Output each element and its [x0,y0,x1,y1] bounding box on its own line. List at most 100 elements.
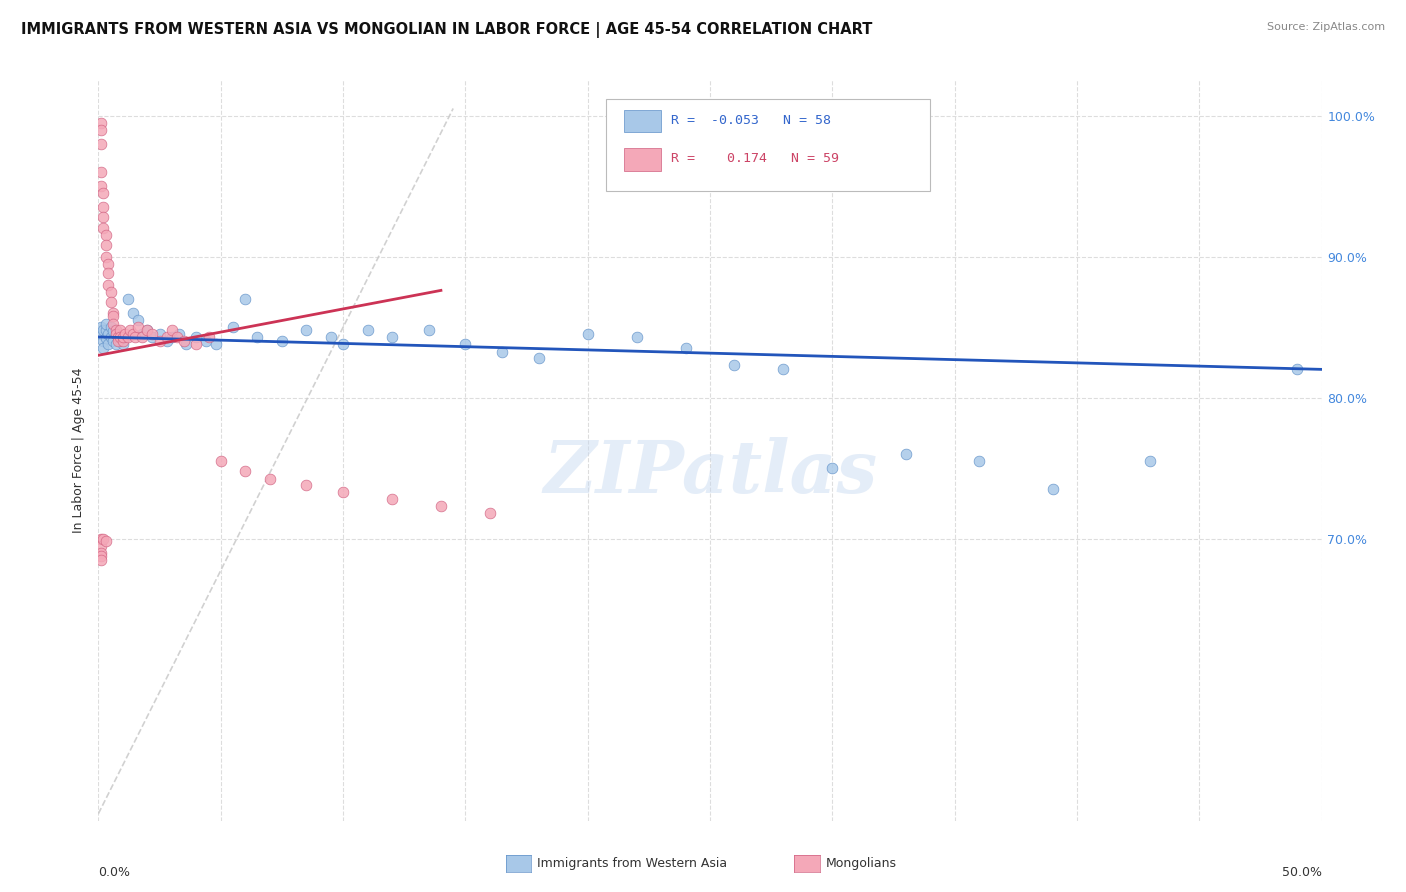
Point [186,330,208,344]
Point [94,318,117,332]
Point [160,330,183,344]
Y-axis label: In Labor Force | Age 45-54: In Labor Force | Age 45-54 [72,368,86,533]
Text: Immigrants from Western Asia: Immigrants from Western Asia [537,857,727,870]
Point [491,345,513,359]
Bar [624,110,661,132]
Point [176,337,198,351]
Point [100,320,122,334]
Point [101,324,124,338]
Point [101,334,124,348]
Point [772,362,794,376]
Point [332,337,354,351]
Point [894,447,917,461]
Point [381,492,404,507]
Point [121,306,143,320]
Text: R =    0.174   N = 59: R = 0.174 N = 59 [671,153,839,165]
Point [136,323,159,337]
Point [430,499,453,513]
Point [167,327,190,342]
Point [94,250,117,264]
Point [209,454,232,468]
Point [91,200,114,214]
Text: R =  -0.053   N = 58: R = -0.053 N = 58 [671,114,831,127]
Point [270,334,294,348]
Point [166,330,188,344]
Point [100,285,122,299]
Point [156,334,179,348]
Point [131,330,153,344]
Point [124,330,146,344]
Point [104,337,127,351]
Text: 50.0%: 50.0% [1282,866,1322,879]
Point [90,546,112,560]
Point [233,292,256,306]
Point [117,292,139,306]
Point [90,539,112,553]
Point [246,330,269,344]
Point [110,334,132,348]
Point [259,472,281,486]
Point [100,330,122,344]
Point [136,323,159,337]
Point [97,257,120,271]
Point [111,334,134,348]
Point [149,327,172,342]
Point [90,553,112,567]
Point [91,323,114,337]
Point [90,327,112,342]
Point [381,330,404,344]
Point [141,330,163,344]
Point [576,327,599,342]
Point [121,327,143,342]
Point [675,341,697,355]
Point [101,309,124,323]
Point [356,323,378,337]
Point [967,454,990,468]
Point [418,323,440,337]
Point [723,358,745,372]
Point [149,334,172,348]
Point [186,337,208,351]
Point [160,323,183,337]
Point [97,327,120,342]
Text: 0.0%: 0.0% [98,866,131,879]
Point [131,327,153,342]
Point [117,330,139,344]
Point [111,337,134,351]
Point [295,323,318,337]
Point [114,327,136,342]
Point [295,478,318,492]
Point [1139,454,1161,468]
Point [91,532,114,546]
Point [821,461,844,475]
Point [94,238,117,252]
Point [332,485,354,500]
Point [111,330,134,344]
Point [97,267,120,281]
Point [94,534,117,549]
Point [90,179,112,194]
Point [97,277,120,292]
Text: ZIPatlas: ZIPatlas [543,437,877,508]
Point [319,330,342,344]
Point [100,294,122,309]
Point [107,330,129,344]
Point [91,186,114,200]
Point [454,337,477,351]
Point [120,323,142,337]
Point [94,323,117,337]
Point [107,334,129,348]
Text: Source: ZipAtlas.com: Source: ZipAtlas.com [1267,22,1385,32]
Point [205,337,228,351]
Point [156,330,179,344]
Bar [624,148,661,170]
Point [91,341,114,355]
Point [90,549,112,563]
FancyBboxPatch shape [606,99,931,192]
Point [626,330,648,344]
Point [90,320,112,334]
Point [90,115,112,129]
Point [91,221,114,235]
Point [94,331,117,345]
Point [233,464,256,478]
